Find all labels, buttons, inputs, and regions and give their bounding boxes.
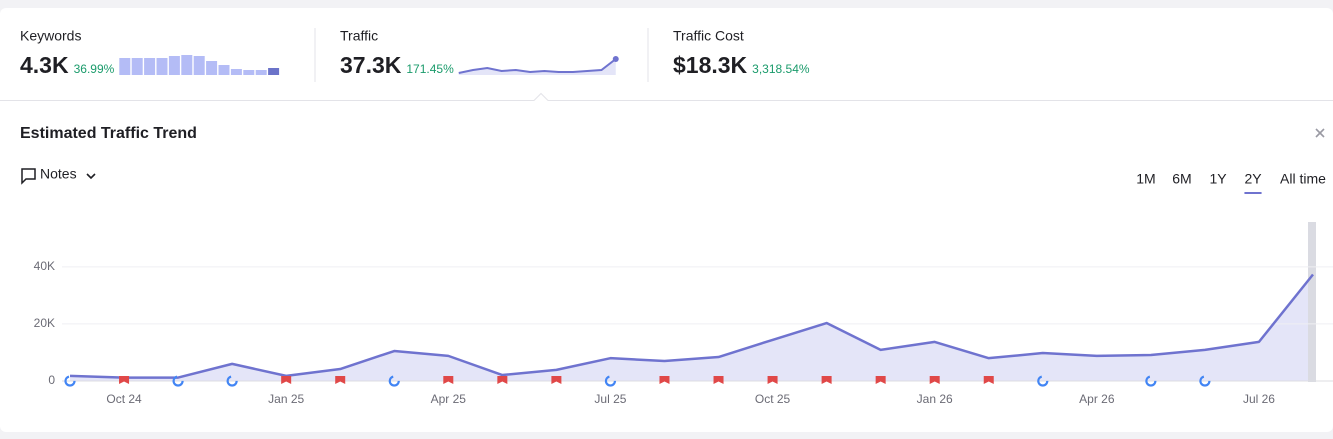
section-divider [0,92,1333,101]
note-flag [497,376,508,384]
range-button[interactable]: All time [1280,171,1326,187]
panel-title: Estimated Traffic Trend [20,125,197,142]
chevron [86,173,96,180]
metric-value: 37.3K [340,52,402,78]
metric-label: Traffic [340,28,378,44]
google-update [64,375,76,387]
y-tick-label: 20K [34,316,55,330]
metric-change: 3,318.54% [752,62,810,76]
note-flag [767,376,778,384]
note-flag [119,376,130,384]
spark-bar [255,70,267,75]
note-flag [821,376,832,384]
google-update [1037,375,1049,387]
y-tick-label: 0 [48,373,55,387]
x-tick-label: Oct 24 [106,392,142,406]
google-update [226,375,238,387]
x-tick-label: Jan 26 [917,392,953,406]
note-flag [983,376,994,384]
notes-label: Notes [40,166,77,182]
y-tick-label: 40K [34,259,55,273]
x-tick-label: Oct 25 [755,392,791,406]
spark-line [458,58,617,74]
note-flag [551,376,562,384]
hover-band [1308,222,1316,382]
x-tick-label: Jul 25 [594,392,626,406]
spark-bar [144,58,156,75]
spark-bar [156,58,168,75]
spark-bar [206,61,218,75]
spark-bar [230,69,242,75]
range-button[interactable]: 1Y [1209,171,1227,187]
x-tick-label: Jan 25 [268,392,304,406]
x-tick-label: Jul 26 [1243,392,1275,406]
metric-change: 36.99% [74,62,115,76]
spark-dot [612,56,619,62]
note-flag [713,376,724,384]
metric-value: 4.3K [20,52,69,78]
note-flag [335,376,346,384]
google-update [172,375,184,387]
spark-bar [243,70,255,75]
google-update [604,375,617,387]
line [69,273,1314,379]
x-tick-label: Apr 25 [431,392,467,406]
range-button[interactable]: 6M [1172,171,1191,187]
close-button[interactable] [1315,128,1325,138]
card [0,8,1333,432]
range-button[interactable]: 1M [1136,171,1155,187]
spark-bar [193,56,205,75]
metric-label: Traffic Cost [673,28,744,44]
range-button[interactable]: 2Y [1244,171,1262,187]
metric-label: Keywords [20,28,81,44]
google-update [1199,375,1211,387]
x-tick-label: Apr 26 [1079,392,1115,406]
spark-bar [181,55,193,75]
note-flag [443,376,454,384]
spark-bar [119,58,131,75]
google-update [1145,375,1157,387]
note-flag [659,376,670,384]
spark-bar [218,65,230,75]
note-flag [929,376,940,384]
metric-value: $18.3K [673,52,748,78]
note-flag [875,376,886,384]
spark-bar [268,68,280,75]
metric-change: 171.45% [406,62,454,76]
notes-icon [21,168,36,185]
note-flag [281,376,292,384]
google-update [388,375,400,387]
spark-bar [131,58,143,75]
spark-bar [168,56,180,75]
notes-button[interactable]: Notes [21,166,96,185]
